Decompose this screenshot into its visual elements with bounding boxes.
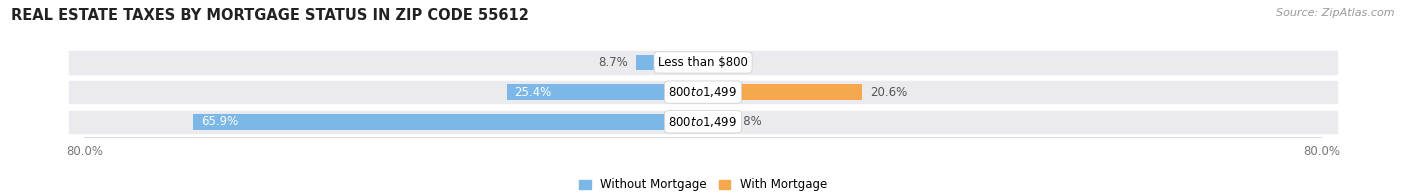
Bar [703, 114, 724, 130]
Bar [194, 114, 703, 130]
Bar [506, 84, 703, 100]
Text: Less than $800: Less than $800 [658, 56, 748, 69]
Text: REAL ESTATE TAXES BY MORTGAGE STATUS IN ZIP CODE 55612: REAL ESTATE TAXES BY MORTGAGE STATUS IN … [11, 8, 529, 23]
Text: 8.7%: 8.7% [598, 56, 628, 69]
Bar [703, 84, 862, 100]
Bar [69, 51, 1337, 74]
Bar [69, 81, 1337, 103]
Text: 0.0%: 0.0% [710, 56, 741, 69]
Text: 25.4%: 25.4% [515, 86, 551, 99]
Text: 65.9%: 65.9% [201, 115, 239, 128]
Text: $800 to $1,499: $800 to $1,499 [668, 85, 738, 99]
Text: 20.6%: 20.6% [870, 86, 907, 99]
Legend: Without Mortgage, With Mortgage: Without Mortgage, With Mortgage [574, 173, 832, 196]
Bar [636, 55, 703, 70]
Text: 2.8%: 2.8% [733, 115, 762, 128]
Bar [69, 111, 1337, 133]
Text: $800 to $1,499: $800 to $1,499 [668, 115, 738, 129]
Text: Source: ZipAtlas.com: Source: ZipAtlas.com [1277, 8, 1395, 18]
